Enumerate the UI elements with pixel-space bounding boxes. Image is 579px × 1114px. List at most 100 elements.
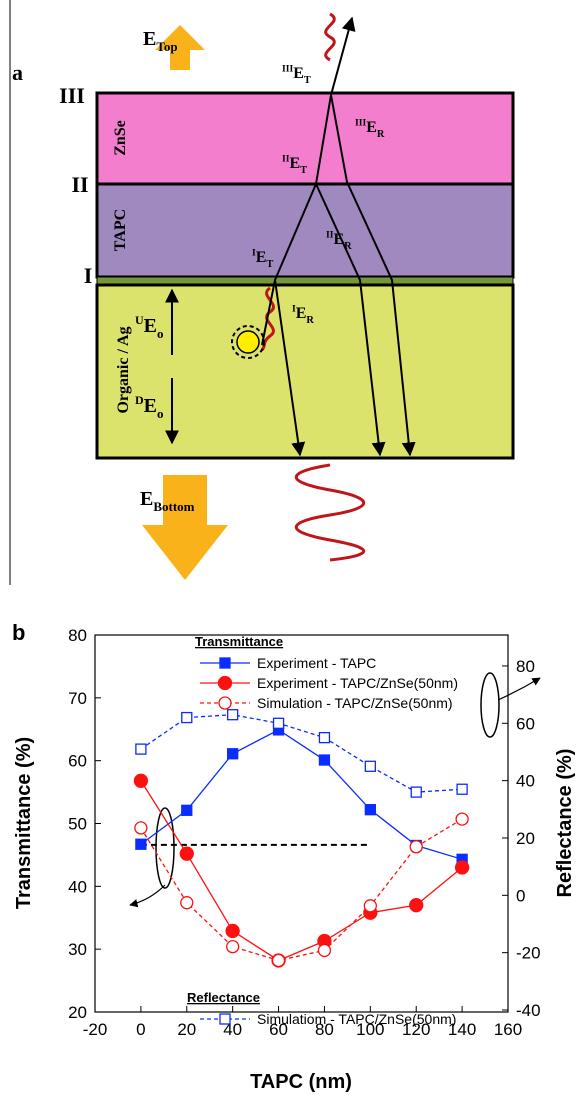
- y2-tick-label: 20: [516, 829, 535, 848]
- marker: [318, 754, 331, 766]
- y2-tick-label: -20: [516, 944, 541, 963]
- field-label: IIIET: [282, 64, 311, 86]
- x-tick-label: 20: [177, 1020, 196, 1039]
- marker: [410, 786, 422, 798]
- label-prefix: U: [135, 313, 144, 327]
- marker: [454, 860, 470, 875]
- label-sub: R: [377, 129, 385, 140]
- field-label: ETop: [143, 28, 178, 54]
- ray: [330, 94, 416, 457]
- field-label: EBottom: [140, 488, 195, 514]
- marker: [135, 743, 147, 755]
- field-label: DEo: [135, 393, 164, 421]
- y2-tick-label: -40: [516, 1001, 541, 1020]
- layer-label: ZnSe: [112, 120, 129, 156]
- marker: [227, 748, 239, 760]
- interface-label: I: [84, 263, 93, 288]
- marker: [179, 846, 194, 861]
- legend-label: Simulatiom - TAPC/ZnSe(50nm): [257, 1011, 456, 1027]
- y2-tick-label: 40: [516, 772, 535, 791]
- series-line: [140, 780, 463, 962]
- marker: [181, 804, 193, 816]
- legend-group-title: Transmittance: [195, 634, 283, 649]
- marker: [219, 657, 231, 669]
- field-label: IIET: [282, 154, 307, 176]
- label-sub: T: [304, 75, 311, 86]
- label-sub: R: [344, 241, 352, 252]
- bottom-arrow: [142, 475, 228, 580]
- label-sub: T: [266, 259, 273, 270]
- x-tick-label: 60: [269, 1020, 288, 1039]
- y-tick-label: 80: [68, 626, 87, 645]
- label-prefix: III: [282, 64, 293, 75]
- layer-label: Organic / Ag: [115, 326, 132, 413]
- field-label: UEo: [135, 313, 164, 341]
- label-prefix: II: [326, 230, 334, 241]
- label-sub: Bottom: [153, 499, 194, 514]
- label-prefix: III: [355, 118, 366, 129]
- field-label: IIIER: [355, 118, 385, 140]
- x-tick-label: -20: [83, 1020, 108, 1039]
- label-prefix: I: [252, 248, 256, 259]
- field-label: IIER: [326, 230, 352, 252]
- label-sub: T: [300, 165, 307, 176]
- ellipse: [480, 672, 500, 738]
- ray: [315, 183, 386, 457]
- plot-frame: [94, 634, 509, 1013]
- interface-label: II: [71, 172, 88, 197]
- organic-layer: [95, 283, 515, 460]
- x-tick-label: 0: [136, 1020, 145, 1039]
- chart: b TAPC (nm) Transmittance (%) Reflectanc…: [12, 620, 576, 1093]
- y2-axis-label: Reflectance (%): [554, 749, 576, 898]
- label-main: E: [140, 488, 153, 510]
- ray: [274, 279, 306, 457]
- label-main: E: [333, 231, 344, 248]
- y2-tick-label: 0: [516, 886, 525, 905]
- marker: [364, 804, 376, 816]
- series-line: [140, 729, 463, 860]
- label-main: E: [144, 395, 157, 417]
- top-arrow: [155, 25, 205, 70]
- label-sub: o: [157, 406, 164, 421]
- marker: [363, 899, 377, 913]
- series-line: [140, 818, 463, 962]
- marker: [226, 940, 240, 954]
- pointer: [497, 677, 541, 701]
- label-prefix: II: [282, 154, 290, 165]
- x-tick-label: 160: [494, 1020, 522, 1039]
- x-tick-label: 80: [315, 1020, 334, 1039]
- label-main: E: [366, 119, 377, 136]
- x-tick-label: 100: [356, 1020, 384, 1039]
- y-tick-label: 40: [68, 877, 87, 896]
- x-tick-label: 120: [402, 1020, 430, 1039]
- source: [231, 325, 265, 359]
- label-main: E: [256, 249, 267, 266]
- marker: [318, 731, 331, 744]
- panel-label: a: [12, 60, 23, 85]
- panel-label: b: [12, 620, 25, 645]
- marker: [218, 696, 232, 710]
- y2-tick-label: 60: [516, 714, 535, 733]
- marker: [219, 1013, 231, 1025]
- label-main: E: [293, 65, 304, 82]
- y-tick-label: 60: [68, 752, 87, 771]
- y-tick-label: 20: [68, 1003, 87, 1022]
- label-main: E: [144, 315, 157, 337]
- wave: [324, 12, 336, 62]
- ellipse: [155, 807, 175, 889]
- legend-label: Experiment - TAPC: [257, 655, 376, 671]
- y2-tick-label: 80: [516, 657, 535, 676]
- y-tick-label: 70: [68, 689, 87, 708]
- interface-label: III: [59, 83, 85, 108]
- wave: [295, 463, 366, 562]
- marker: [217, 675, 233, 691]
- marker: [135, 838, 147, 850]
- marker: [456, 783, 468, 795]
- label-sub: Top: [156, 39, 177, 54]
- label-sub: R: [306, 315, 314, 326]
- marker: [134, 821, 148, 835]
- marker: [227, 709, 239, 721]
- label-prefix: D: [135, 393, 144, 407]
